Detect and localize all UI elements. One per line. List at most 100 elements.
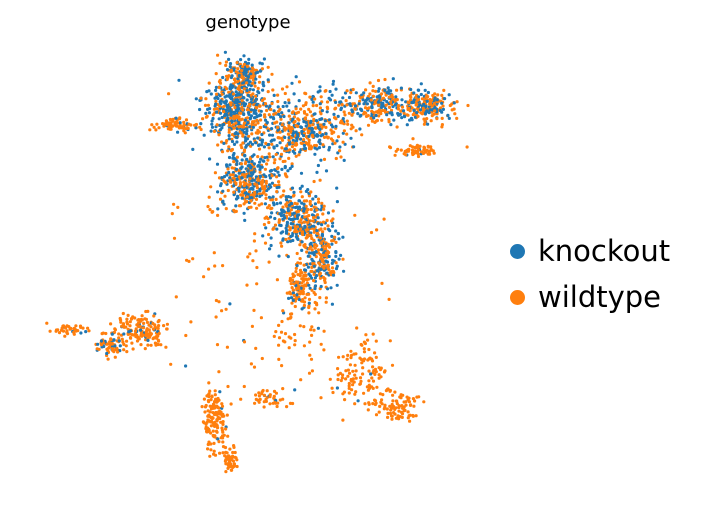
point-wildtype xyxy=(146,343,150,347)
point-wildtype xyxy=(116,350,120,354)
point-knockout xyxy=(258,174,262,178)
point-wildtype xyxy=(242,148,247,152)
point-wildtype xyxy=(162,324,166,328)
point-wildtype xyxy=(384,103,388,107)
point-wildtype xyxy=(302,199,306,203)
point-wildtype xyxy=(329,219,334,223)
point-wildtype xyxy=(273,401,277,405)
point-knockout xyxy=(294,130,298,134)
point-wildtype xyxy=(247,183,251,187)
point-knockout xyxy=(246,111,251,115)
point-wildtype xyxy=(279,195,283,199)
point-wildtype xyxy=(292,282,296,286)
point-knockout xyxy=(306,265,310,269)
point-knockout xyxy=(306,188,310,192)
point-wildtype xyxy=(381,96,386,100)
point-knockout xyxy=(273,216,277,221)
point-wildtype xyxy=(323,227,327,231)
point-wildtype xyxy=(235,464,239,469)
point-knockout xyxy=(243,135,247,139)
point-wildtype xyxy=(229,173,233,177)
point-knockout xyxy=(377,87,381,91)
point-wildtype xyxy=(232,160,236,164)
point-wildtype xyxy=(120,337,124,341)
point-wildtype xyxy=(370,376,374,380)
point-knockout xyxy=(302,202,306,206)
point-wildtype xyxy=(48,329,52,333)
point-wildtype xyxy=(234,181,238,185)
point-wildtype xyxy=(305,278,309,282)
point-wildtype xyxy=(362,350,367,354)
point-wildtype xyxy=(252,308,256,312)
point-wildtype xyxy=(380,398,384,402)
point-wildtype xyxy=(242,384,246,389)
point-knockout xyxy=(230,139,235,144)
point-knockout xyxy=(318,85,322,89)
point-knockout xyxy=(287,101,291,105)
point-knockout xyxy=(279,214,284,218)
point-wildtype xyxy=(289,208,293,212)
point-knockout xyxy=(256,90,260,94)
point-knockout xyxy=(256,136,260,140)
point-wildtype xyxy=(402,111,406,115)
point-wildtype xyxy=(315,231,319,236)
point-wildtype xyxy=(241,108,245,112)
point-wildtype xyxy=(295,297,299,301)
point-knockout xyxy=(262,145,266,149)
point-wildtype xyxy=(231,454,235,458)
point-knockout xyxy=(327,118,331,122)
point-knockout xyxy=(296,135,300,139)
point-knockout xyxy=(266,78,270,82)
point-knockout xyxy=(315,170,319,174)
point-wildtype xyxy=(331,390,335,395)
point-wildtype xyxy=(230,468,234,472)
point-knockout xyxy=(230,74,234,78)
point-wildtype xyxy=(319,342,323,346)
point-wildtype xyxy=(233,455,237,459)
point-wildtype xyxy=(272,161,276,165)
point-wildtype xyxy=(324,125,328,129)
point-wildtype xyxy=(321,220,326,224)
point-wildtype xyxy=(232,190,236,194)
point-wildtype xyxy=(218,197,223,201)
point-knockout xyxy=(246,75,250,79)
point-wildtype xyxy=(330,386,334,390)
point-wildtype xyxy=(409,95,413,99)
point-wildtype xyxy=(204,97,208,101)
point-wildtype xyxy=(206,414,210,418)
point-wildtype xyxy=(311,216,316,220)
point-wildtype xyxy=(296,209,301,213)
point-wildtype xyxy=(201,420,205,424)
point-wildtype xyxy=(247,134,251,138)
point-knockout xyxy=(210,122,214,126)
point-wildtype xyxy=(290,111,295,115)
point-knockout xyxy=(383,88,387,92)
point-wildtype xyxy=(283,91,287,96)
point-knockout xyxy=(412,108,416,112)
legend-label-wildtype: wildtype xyxy=(538,280,662,314)
point-knockout xyxy=(258,160,262,164)
point-wildtype xyxy=(76,329,80,333)
point-wildtype xyxy=(145,320,149,324)
point-wildtype xyxy=(453,112,457,116)
point-wildtype xyxy=(227,74,231,78)
point-wildtype xyxy=(221,420,225,424)
point-knockout xyxy=(257,143,261,147)
point-wildtype xyxy=(229,402,233,406)
point-wildtype xyxy=(440,116,444,120)
point-wildtype xyxy=(209,398,213,402)
point-knockout xyxy=(295,264,299,268)
point-wildtype xyxy=(440,123,444,127)
point-wildtype xyxy=(277,343,281,347)
point-wildtype xyxy=(400,105,405,109)
point-wildtype xyxy=(264,141,268,145)
point-knockout xyxy=(216,437,220,441)
point-wildtype xyxy=(252,68,256,72)
point-wildtype xyxy=(198,125,202,129)
point-wildtype xyxy=(373,351,377,355)
point-wildtype xyxy=(410,145,415,149)
point-knockout xyxy=(292,92,296,96)
point-wildtype xyxy=(217,440,221,444)
point-wildtype xyxy=(299,190,303,194)
point-wildtype xyxy=(294,143,298,147)
